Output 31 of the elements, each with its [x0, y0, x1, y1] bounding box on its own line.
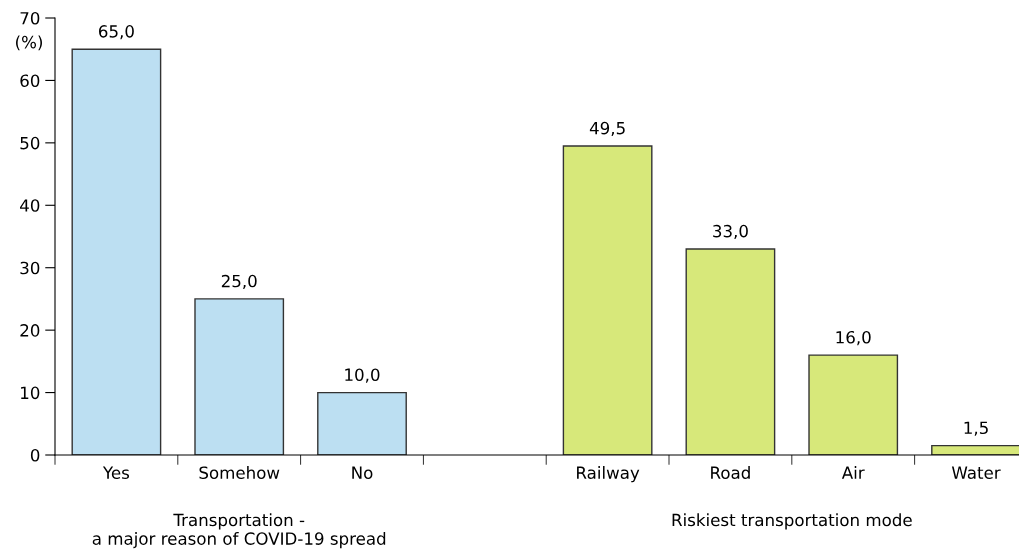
y-tick-label: 10 — [21, 386, 40, 400]
text: Riskiest transportation mode — [672, 513, 912, 530]
x-tick-label: No — [352, 466, 373, 480]
y-tick-label: 40 — [20, 199, 40, 212]
data-label: 1,5 — [964, 421, 988, 436]
x-tick-label: Water — [951, 466, 1001, 480]
bar — [194, 298, 285, 455]
y-tick-label: 60 — [20, 74, 40, 87]
data-label: 49,5 — [589, 121, 625, 137]
bar — [562, 145, 653, 455]
y-tick-label: 20 — [20, 324, 40, 337]
x-tick-label: Road — [711, 466, 750, 480]
bar — [685, 248, 776, 455]
bar — [808, 354, 899, 455]
data-label: 16,0 — [836, 330, 871, 346]
y-tick-label: 0 — [30, 448, 40, 462]
text: Transportation - a major reason of COVID-19 spread — [92, 513, 386, 549]
x-tick-label: Air — [841, 466, 865, 479]
y-tick-label: 70 — [20, 11, 40, 25]
y-axis-title: (%) — [16, 35, 42, 51]
x-tick-label: Somehow — [199, 466, 280, 480]
x-tick-label: Railway — [577, 466, 640, 483]
data-label: 25,0 — [221, 274, 257, 290]
y-tick-label: 50 — [20, 136, 40, 150]
data-label: 10,0 — [345, 368, 380, 383]
bar — [71, 48, 162, 455]
data-label: 65,0 — [99, 25, 134, 40]
x-tick-label: Yes — [102, 466, 130, 480]
data-label: 33,0 — [713, 224, 748, 240]
bar — [317, 391, 407, 455]
y-tick-label: 30 — [20, 261, 40, 275]
